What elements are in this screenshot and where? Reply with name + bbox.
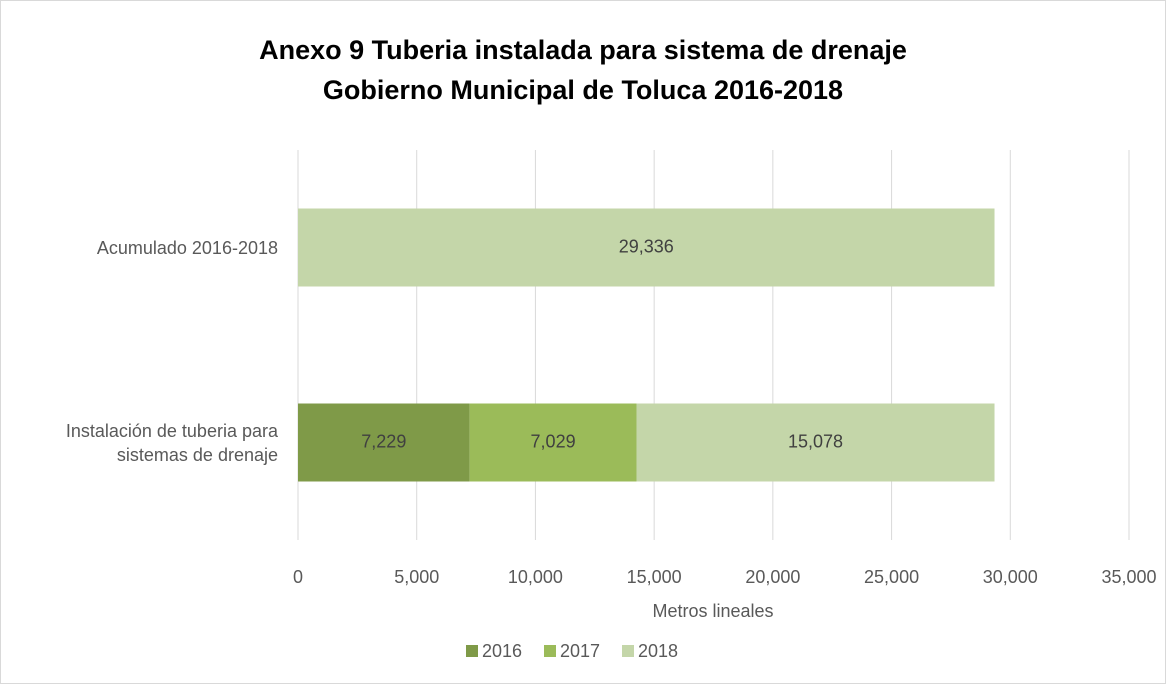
bar — [298, 208, 995, 287]
data-label: 15,078 — [788, 431, 843, 451]
x-tick-label: 20,000 — [745, 567, 800, 587]
x-tick-label: 35,000 — [1101, 567, 1156, 587]
x-axis-label: Metros lineales — [652, 601, 773, 621]
x-tick-label: 5,000 — [394, 567, 439, 587]
bar — [636, 403, 995, 482]
x-tick-label: 15,000 — [627, 567, 682, 587]
y-tick-label: Acumulado 2016-2018 — [96, 237, 278, 258]
legend-label: 2017 — [560, 641, 600, 661]
data-label: 7,229 — [361, 431, 406, 451]
chart-title: Anexo 9 Tuberia instalada para sistema d… — [259, 35, 907, 65]
data-label: 7,029 — [531, 431, 576, 451]
bar — [298, 403, 470, 482]
legend-label: 2018 — [638, 641, 678, 661]
x-tick-label: 25,000 — [864, 567, 919, 587]
x-tick-label: 30,000 — [983, 567, 1038, 587]
x-tick-label: 0 — [293, 567, 303, 587]
chart-title: Gobierno Municipal de Toluca 2016-2018 — [323, 75, 843, 105]
legend-swatch — [622, 645, 634, 657]
x-tick-label: 10,000 — [508, 567, 563, 587]
bar — [469, 403, 637, 482]
y-tick-label: Instalación de tuberia para sistemas de … — [65, 420, 278, 465]
legend-label: 2016 — [482, 641, 522, 661]
legend-swatch — [466, 645, 478, 657]
legend-swatch — [544, 645, 556, 657]
data-label: 29,336 — [619, 236, 674, 256]
